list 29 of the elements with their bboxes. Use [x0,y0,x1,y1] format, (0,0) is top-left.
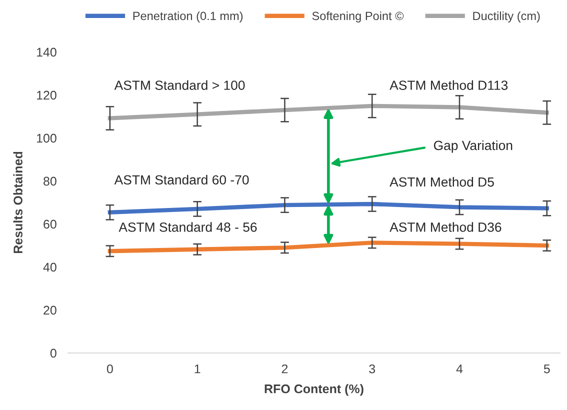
y-tick-label: 100 [36,134,56,143]
y-tick-label: 80 [44,176,56,186]
y-tick-label: 60 [44,220,56,229]
line-series [108,240,549,254]
legend-label: Ductility (cm) [473,11,540,22]
y-tick-label: 40 [43,262,56,272]
annotation: ASTM Standard > 100 [114,80,245,90]
annotation: ASTM Standard 60 -70 [114,174,249,185]
annotation: Gap Variation [434,140,512,153]
x-tick-label: 0 [106,364,113,374]
y-tick-label: 20 [44,306,56,315]
x-tick-label: 5 [544,364,550,374]
y-tick-label: 0 [50,348,56,358]
x-tick-label: 1 [194,364,200,374]
x-tick-label: 4 [456,364,463,374]
y-tick-label: 140 [36,48,56,57]
x-tick-label: 2 [282,364,288,374]
y-axis-title: Results Obtained [13,152,22,254]
annotation: ASTM Method D113 [390,80,508,90]
legend-label: Softening Point © [312,11,404,22]
line-series [108,202,549,214]
annotation: ASTM Standard 48 - 56 [118,222,257,232]
annotation: ASTM Method D36 [390,222,502,232]
legend-label: Penetration (0.1 mm) [133,11,243,22]
annotation: ASTM Method D5 [390,177,494,187]
y-tick-label: 120 [36,90,56,100]
line-series [108,104,549,120]
x-tick-label: 3 [369,364,376,374]
x-axis-title: RFO Content (%) [264,384,364,396]
